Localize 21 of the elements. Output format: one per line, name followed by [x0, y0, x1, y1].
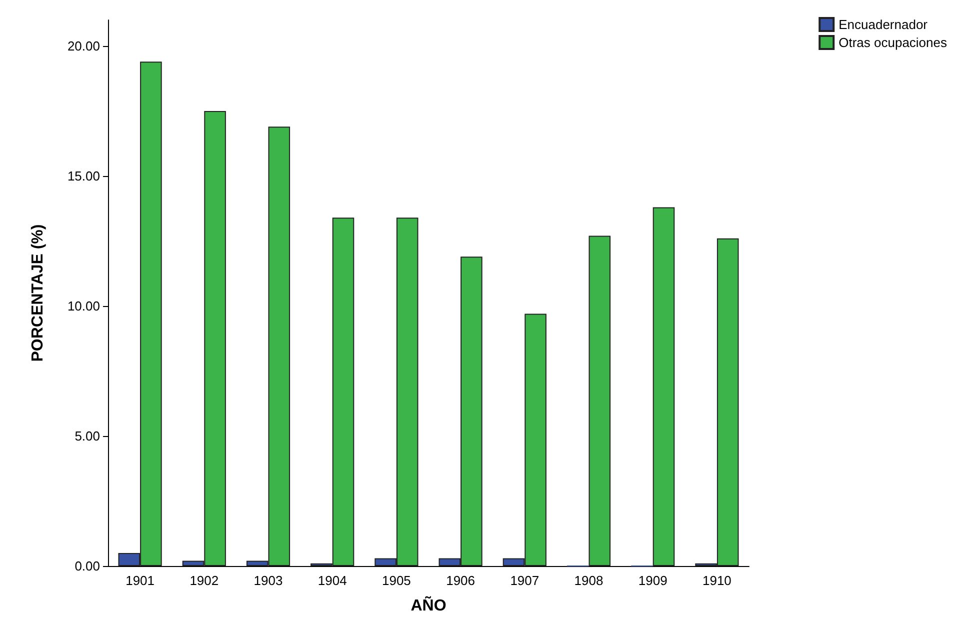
y-tick-label: 15.00	[67, 168, 100, 184]
y-tick-label: 20.00	[67, 38, 100, 54]
x-tick-label: 1906	[446, 573, 476, 588]
x-tick-label: 1903	[254, 573, 283, 588]
x-axis-title: AÑO	[410, 596, 446, 614]
x-tick-label: 1901	[126, 573, 155, 588]
y-tick-label: 0.00	[74, 558, 100, 574]
x-tick-label: 1910	[702, 573, 732, 588]
x-tick-label: 1902	[190, 573, 219, 588]
bar	[588, 236, 611, 566]
y-tick-label: 10.00	[67, 298, 100, 314]
legend-label: Otras ocupaciones	[838, 35, 948, 50]
x-tick-label: 1909	[638, 573, 668, 588]
y-tick-label: 5.00	[74, 428, 100, 444]
x-tick-label: 1904	[318, 573, 347, 588]
x-tick-label: 1908	[574, 573, 604, 588]
bar	[652, 207, 675, 566]
x-tick-label: 1905	[382, 573, 411, 588]
y-axis-title: PORCENTAJE (%)	[30, 224, 46, 362]
x-tick-label: 1907	[510, 573, 540, 588]
legend-label: Encuadernador	[838, 17, 928, 32]
